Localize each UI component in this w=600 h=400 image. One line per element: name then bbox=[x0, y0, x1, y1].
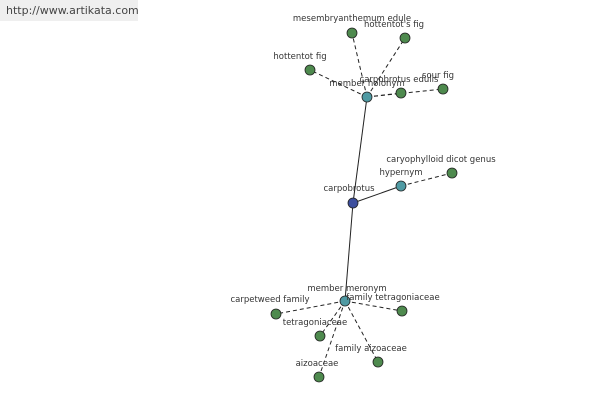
node-label: hypernym bbox=[379, 168, 422, 178]
node[interactable] bbox=[372, 356, 384, 368]
node-label: tetragoniaceae bbox=[283, 318, 348, 328]
node-label: member meronym bbox=[307, 284, 386, 294]
node-label: carpobrotus edulis bbox=[360, 75, 439, 85]
node-label: mesembryanthemum edule bbox=[293, 14, 411, 24]
dashed-edge bbox=[366, 37, 406, 98]
node-label: hottentot's fig bbox=[364, 20, 424, 30]
node[interactable] bbox=[314, 330, 326, 342]
node[interactable] bbox=[396, 305, 408, 317]
node-label: aizoaceae bbox=[296, 359, 339, 369]
node[interactable] bbox=[347, 197, 359, 209]
node[interactable] bbox=[361, 91, 373, 103]
dashed-edge bbox=[318, 300, 346, 378]
node[interactable] bbox=[446, 167, 458, 179]
edge bbox=[344, 202, 354, 302]
dashed-edge bbox=[400, 172, 453, 187]
dashed-edge bbox=[344, 300, 403, 312]
node-label: family aizoaceae bbox=[335, 344, 407, 354]
node-label: carpobrotus bbox=[323, 184, 375, 194]
node[interactable] bbox=[313, 371, 325, 383]
edge bbox=[352, 96, 368, 204]
dashed-edge bbox=[344, 300, 379, 363]
dashed-edge bbox=[351, 32, 368, 98]
node-label: caryophylloid dicot genus bbox=[386, 155, 496, 165]
node-label: carpetweed family bbox=[230, 295, 309, 305]
node[interactable] bbox=[437, 83, 449, 95]
node-label: family tetragoniaceae bbox=[346, 293, 439, 303]
node[interactable] bbox=[346, 27, 358, 39]
node[interactable] bbox=[304, 64, 316, 76]
node[interactable] bbox=[399, 32, 411, 44]
dashed-edge bbox=[309, 69, 368, 98]
edge bbox=[352, 185, 402, 204]
site-url[interactable]: http://www.artikata.com bbox=[0, 0, 139, 21]
node[interactable] bbox=[395, 87, 407, 99]
node-label: sour fig bbox=[422, 71, 454, 81]
node-label: hottentot fig bbox=[273, 52, 326, 62]
node[interactable] bbox=[339, 295, 351, 307]
node[interactable] bbox=[395, 180, 407, 192]
dashed-edge bbox=[275, 300, 346, 315]
node[interactable] bbox=[270, 308, 282, 320]
dashed-edge bbox=[319, 300, 346, 337]
node-label: member holonym bbox=[329, 79, 404, 89]
